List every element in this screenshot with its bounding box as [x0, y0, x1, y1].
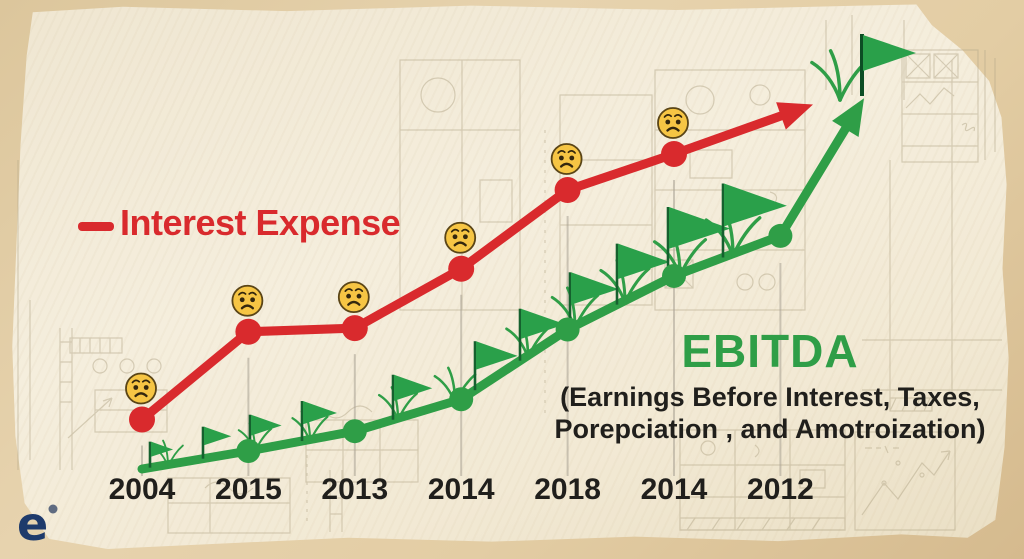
brand-e-logo: e: [17, 498, 58, 550]
green-flag-icon: [391, 374, 433, 420]
interest-expense-point: [448, 255, 475, 282]
interest-expense-arrowhead: [776, 102, 813, 130]
worried-emoji-icon: [550, 143, 583, 175]
green-flag-icon: [201, 426, 232, 459]
ebitda-title: EBITDA: [681, 325, 859, 377]
interest-expense-point: [235, 318, 262, 345]
logo-dot: [48, 504, 58, 514]
ebitda-subtitle-line1: (Earnings Before Interest, Taxes,: [560, 382, 980, 412]
interest-expense-point: [661, 141, 687, 167]
legend-label: Interest Expense: [120, 202, 401, 243]
ebitda-point: [768, 223, 793, 248]
x-axis-year-label: 2004: [108, 473, 176, 506]
ebitda-arrowhead: [832, 98, 864, 138]
worried-emoji-icon: [444, 221, 477, 254]
worried-emoji-icon: [657, 107, 689, 139]
ebitda-point: [662, 263, 686, 288]
green-flag-icon: [721, 183, 787, 258]
ebitda-line: [137, 117, 854, 474]
x-axis-year-label: 2015: [215, 473, 282, 506]
green-flag-icon: [300, 401, 337, 442]
interest-expense-point: [341, 315, 368, 342]
x-axis-year-label: 2018: [534, 473, 601, 506]
interest-expense-point: [129, 406, 155, 433]
x-axis-year-label: 2013: [321, 473, 389, 506]
x-axis-year-label: 2014: [427, 473, 495, 506]
green-flag-icon: [615, 243, 670, 305]
interest-expense-point: [554, 177, 581, 203]
ebitda-annotation: EBITDA (Earnings Before Interest, Taxes,…: [540, 328, 1000, 446]
ebitda-point: [236, 439, 261, 463]
worried-emoji-icon: [125, 372, 157, 405]
x-axis-year-label: 2012: [747, 473, 814, 506]
logo-letter: e: [17, 498, 48, 550]
green-flag-icon: [518, 308, 566, 361]
worried-emoji-icon: [337, 281, 370, 314]
x-axis-year-label: 2014: [640, 473, 708, 506]
green-flag-icon: [148, 441, 174, 468]
worried-emoji-icon: [231, 284, 264, 317]
ebitda-point: [449, 387, 474, 412]
grass-tuft-icon: [810, 49, 870, 102]
legend-line-swatch: [78, 222, 114, 231]
ebitda-point: [342, 419, 367, 444]
ebitda-subtitle-line2: Porepciation , and Amotroization): [554, 413, 986, 444]
ebitda-point: [555, 317, 580, 342]
summit-flag-icon: [860, 34, 916, 96]
green-flag-icon: [473, 341, 518, 391]
